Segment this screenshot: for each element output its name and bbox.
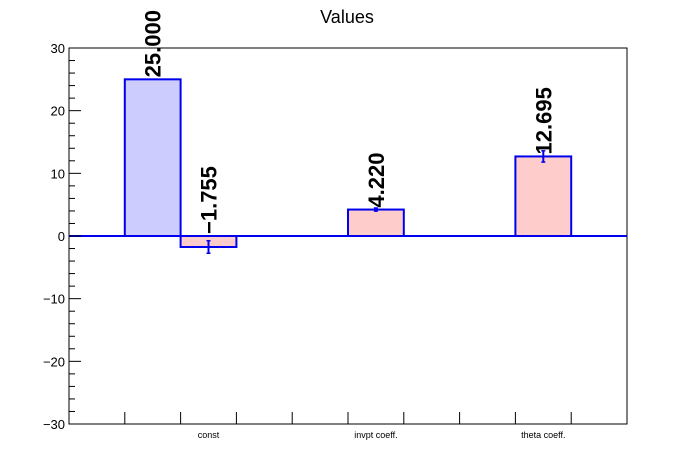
y-axis: −30 −20 −10 0 10 20 30 xyxy=(43,41,81,432)
y-tick-label: −20 xyxy=(43,354,65,369)
y-tick-label: 30 xyxy=(51,41,65,56)
x-axis: const invpt coeff. theta coeff. xyxy=(124,412,572,440)
bar-3 xyxy=(514,155,573,238)
chart-title: Values xyxy=(320,7,374,27)
y-tick-label: 10 xyxy=(51,166,65,181)
x-category-label: const xyxy=(198,430,220,440)
y-tick-label: −30 xyxy=(43,417,65,432)
x-category-label: invpt coeff. xyxy=(354,430,397,440)
y-tick-label: 0 xyxy=(58,229,65,244)
data-label-3: 12.695 xyxy=(531,87,556,154)
bar-2 xyxy=(347,208,405,238)
bars xyxy=(69,78,627,255)
y-tick-label: 20 xyxy=(51,104,65,119)
y-tick-label: −10 xyxy=(43,292,65,307)
data-label-0: 25.000 xyxy=(141,10,166,77)
data-label-1: −1.755 xyxy=(197,166,222,234)
bar-0 xyxy=(123,78,182,238)
data-label-2: 4.220 xyxy=(364,152,389,207)
x-category-label: theta coeff. xyxy=(521,430,565,440)
data-labels: 25.000 −1.755 4.220 12.695 xyxy=(141,10,557,234)
